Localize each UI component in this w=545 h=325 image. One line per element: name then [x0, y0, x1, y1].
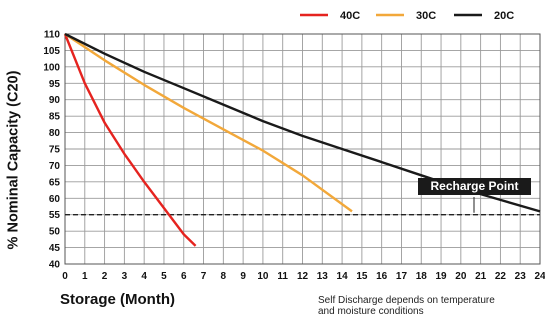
x-tick-label: 7 [201, 271, 207, 282]
recharge-line [65, 197, 540, 216]
x-tick-label: 0 [62, 271, 68, 282]
grid [64, 33, 541, 265]
x-tick-label: 18 [416, 271, 428, 282]
x-tick-label: 20 [455, 271, 467, 282]
x-tick-label: 8 [221, 271, 227, 282]
x-tick-label: 13 [317, 271, 329, 282]
y-tick-label: 40 [49, 260, 61, 271]
y-tick-label: 85 [49, 112, 61, 123]
x-tick-label: 19 [435, 271, 447, 282]
series-line-30C [64, 33, 353, 213]
recharge-point-label: Recharge Point [418, 178, 531, 195]
y-tick-label: 80 [49, 128, 61, 139]
y-tick-label: 70 [49, 161, 61, 172]
x-tick-label: 9 [240, 271, 246, 282]
x-tick-label: 3 [122, 271, 128, 282]
legend: 40C 30C 20C [300, 10, 514, 22]
x-tick-label: 2 [102, 271, 108, 282]
y-tick-label: 100 [43, 62, 60, 73]
x-tick-label: 5 [161, 271, 167, 282]
x-tick-label: 17 [396, 271, 408, 282]
x-axis-label: Storage (Month) [60, 291, 175, 308]
x-tick-label: 14 [337, 271, 349, 282]
x-tick-label: 1 [82, 271, 88, 282]
y-tick-label: 90 [49, 95, 61, 106]
y-axis-label: % Nominal Capacity (C20) [5, 70, 22, 250]
x-tick-label: 12 [297, 271, 309, 282]
x-tick-label: 11 [277, 271, 288, 282]
y-tick-label: 60 [49, 194, 61, 205]
note-line-2: and moisture conditions [318, 306, 424, 317]
legend-label-30C: 30C [416, 10, 436, 22]
y-tick-label: 95 [49, 79, 61, 90]
series-line-40C [63, 33, 197, 247]
y-tick-label: 50 [49, 227, 61, 238]
y-tick-label: 55 [49, 210, 61, 221]
legend-label-40C: 40C [340, 10, 360, 22]
x-tick-label: 22 [495, 271, 507, 282]
x-tick-label: 6 [181, 271, 187, 282]
x-tick-label: 21 [475, 271, 487, 282]
x-tick-label: 23 [515, 271, 527, 282]
x-tick-label: 15 [356, 271, 368, 282]
y-tick-label: 65 [49, 177, 61, 188]
plot-frame [64, 33, 541, 265]
self-discharge-note: Self Discharge depends on temperature an… [318, 295, 543, 317]
y-tick-label: 45 [49, 243, 61, 254]
y-tick-label: 110 [44, 30, 61, 41]
y-tick-label: 75 [49, 145, 61, 156]
x-tick-label: 10 [257, 271, 269, 282]
note-line-1: Self Discharge depends on temperature [318, 295, 495, 306]
legend-label-20C: 20C [494, 10, 514, 22]
x-tick-label: 16 [376, 271, 388, 282]
x-tick-label: 4 [141, 271, 147, 282]
x-tick-label: 24 [534, 271, 545, 282]
y-tick-label: 105 [43, 46, 60, 57]
